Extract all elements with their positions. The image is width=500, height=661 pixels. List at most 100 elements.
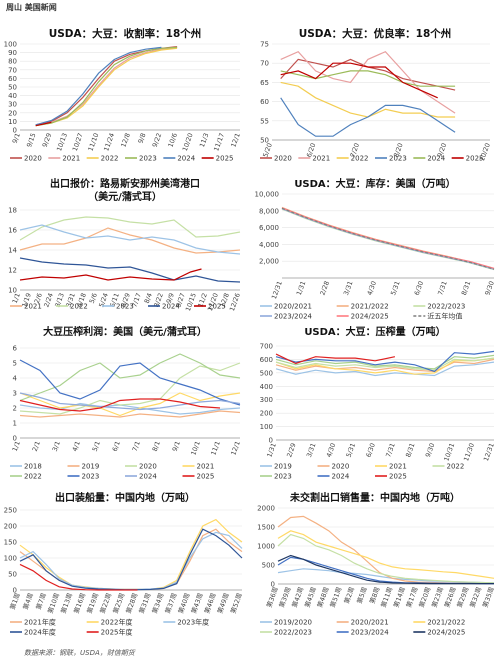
x-tick-label: 10/13	[55, 132, 69, 152]
x-tick-label: 8/1	[151, 440, 162, 453]
series-line	[35, 46, 162, 126]
x-tick-label: 6/30	[413, 280, 426, 296]
legend-label: 2025	[466, 155, 484, 163]
x-tick-label: 11/3	[198, 132, 211, 148]
chart-title: USDA：大豆：库存：美国（万吨）	[294, 177, 455, 190]
y-tick-label: 300	[260, 396, 273, 404]
x-tick-label: 12/1	[229, 132, 242, 148]
y-tick-label: 50	[8, 84, 17, 92]
x-tick-label: 9/15	[25, 132, 38, 148]
y-tick-label: 0	[269, 437, 273, 445]
y-tick-label: 2	[13, 405, 17, 413]
series-line	[19, 227, 241, 254]
x-tick-label: 10/1	[189, 440, 202, 456]
y-tick-label: 1	[13, 420, 17, 428]
series-line	[19, 398, 221, 412]
y-tick-label: 20	[8, 109, 17, 117]
chart-title: （美元/蒲式耳）	[88, 190, 162, 203]
chart-title: 未交割出口销售量：中国内地（万吨）	[289, 491, 460, 504]
legend-label: 2021	[389, 463, 407, 471]
legend-label: 2021	[312, 155, 330, 163]
y-tick-label: 65	[260, 79, 269, 87]
legend-label: 2024/2025	[427, 629, 465, 637]
series-line	[281, 207, 495, 270]
series-line	[275, 357, 495, 371]
y-tick-label: 60	[8, 75, 17, 83]
y-tick-label: 2000	[257, 505, 275, 513]
legend-label: 2023	[139, 155, 157, 163]
x-tick-label: 10/31	[442, 442, 456, 462]
chart-title: 大豆压榨利润：美国（美元/蒲式耳）	[43, 325, 207, 338]
x-tick-label: 9/22	[151, 132, 164, 148]
y-tick-label: 55	[260, 117, 269, 125]
x-tick-label: 3/1	[51, 440, 62, 453]
chart-harvest-rate: USDA：大豆：收割率：18个州 0 10 20 30 40 50 60 70 80 90 100 9/…	[0, 22, 250, 172]
legend-label: 2020/2021	[274, 303, 312, 311]
series-line	[19, 410, 241, 418]
x-tick-label: 12/31	[270, 280, 284, 300]
legend-label: 2021	[24, 303, 42, 311]
legend-label: 2018	[24, 463, 42, 471]
x-tick-label: 7/31	[384, 442, 397, 458]
x-tick-label: 1/1	[11, 440, 22, 453]
chart-outstanding-sales: 未交割出口销售量：中国内地（万吨） 0 500 1000 1500 2000 第36周 第39…	[250, 486, 500, 646]
y-tick-label: 100	[4, 41, 17, 49]
legend-label: 2024	[427, 155, 445, 163]
legend-label: 2021/2022	[351, 303, 389, 311]
series-line	[277, 554, 494, 585]
series-line	[277, 556, 494, 585]
y-tick-label: 5	[13, 360, 17, 368]
x-tick-label: 9/1	[11, 132, 22, 145]
y-tick-label: 10,000	[255, 191, 280, 199]
series-line	[19, 257, 241, 283]
x-tick-label: 2/6	[33, 292, 44, 305]
legend-label: 2023	[274, 473, 292, 481]
x-tick-label: 2/1	[31, 440, 42, 453]
series-line	[280, 70, 456, 87]
series-line	[35, 46, 178, 127]
legend-label: 2022	[70, 303, 88, 311]
legend-label: 2020	[24, 155, 42, 163]
series-line	[19, 531, 243, 591]
x-tick-label: 9/8	[136, 132, 147, 145]
legend-label: 2022	[447, 463, 465, 471]
x-tick-label: 7/31	[436, 280, 449, 296]
legend-label: 2021年度	[24, 618, 56, 627]
y-tick-label: 8,000	[259, 207, 279, 215]
series-line	[19, 528, 243, 591]
y-tick-label: 400	[260, 383, 273, 391]
legend-label: 2025	[389, 473, 407, 481]
series-line	[19, 224, 241, 255]
y-tick-label: 70	[260, 60, 269, 68]
y-tick-label: 12	[8, 267, 17, 275]
legend-label: 2020	[274, 155, 292, 163]
legend-label: 2025	[208, 303, 226, 311]
y-tick-label: 4	[13, 375, 18, 383]
x-tick-label: 9/30	[424, 442, 437, 458]
series-line	[19, 392, 241, 417]
x-tick-label: 2/29	[285, 442, 298, 458]
y-tick-label: 0	[13, 587, 17, 595]
y-tick-label: 0	[271, 581, 275, 589]
x-tick-label: 2/28	[318, 280, 331, 296]
x-tick-label: 9/30	[483, 280, 496, 296]
legend-label: 2025	[197, 473, 215, 481]
x-tick-label: 1/1	[11, 292, 22, 305]
x-tick-label: 11/1	[209, 440, 222, 456]
chart-gulf-export-price: 出口报价：路易斯安那州美湾港口 （美元/蒲式耳） 10 12 14 16 18 1/1 1/19…	[0, 172, 250, 320]
legend-label: 2022	[351, 155, 369, 163]
series-line	[275, 353, 396, 365]
y-tick-label: 18	[8, 207, 17, 215]
x-tick-label: 5/31	[345, 442, 358, 458]
x-tick-label: 10/27	[71, 132, 85, 152]
x-tick-label: 4/30	[366, 280, 379, 296]
x-tick-label: 12/1	[229, 440, 242, 456]
y-tick-label: 1500	[257, 524, 275, 532]
series-line	[275, 357, 495, 375]
x-tick-label: 8/31	[460, 280, 473, 296]
series-line	[281, 207, 495, 269]
legend-label: 2024/2025	[351, 313, 389, 321]
page-header: 周山 美国新闻	[6, 3, 57, 12]
y-tick-label: 6	[13, 345, 18, 353]
legend-label: 2021	[62, 155, 80, 163]
